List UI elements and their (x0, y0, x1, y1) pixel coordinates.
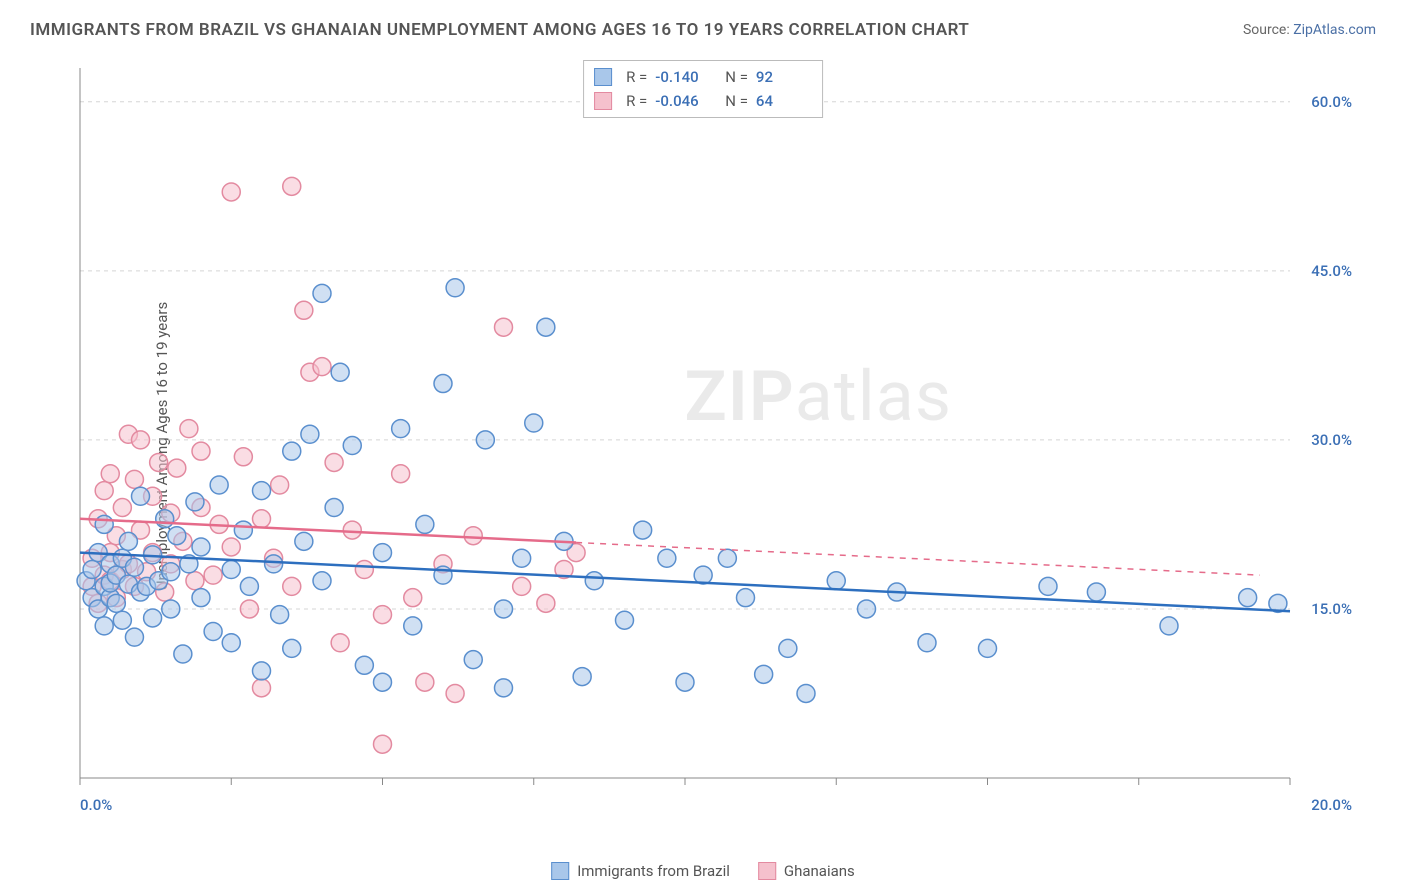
r-label: R = (626, 65, 647, 89)
source-link[interactable]: ZipAtlas.com (1293, 22, 1376, 38)
chart-title: IMMIGRANTS FROM BRAZIL VS GHANAIAN UNEMP… (30, 20, 969, 40)
scatter-svg: 15.0% 30.0% 45.0% 60.0% 0.0% 20.0% ZIPatlas (70, 58, 1360, 828)
r-value-ghana: -0.046 (655, 89, 711, 113)
series-legend: Immigrants from Brazil Ghanaians (551, 862, 855, 880)
r-label: R = (626, 89, 647, 113)
n-value-ghana: 64 (756, 89, 812, 113)
n-label: N = (725, 65, 748, 89)
swatch-ghana (758, 862, 776, 880)
chart-container: IMMIGRANTS FROM BRAZIL VS GHANAIAN UNEMP… (0, 0, 1406, 892)
legend-label-ghana: Ghanaians (784, 862, 855, 880)
svg-text:45.0%: 45.0% (1311, 262, 1352, 280)
svg-text:0.0%: 0.0% (80, 796, 112, 814)
legend-label-brazil: Immigrants from Brazil (577, 862, 730, 880)
source-attribution: Source: ZipAtlas.com (1243, 22, 1376, 38)
svg-text:15.0%: 15.0% (1311, 600, 1352, 618)
legend-item-brazil: Immigrants from Brazil (551, 862, 730, 880)
swatch-brazil (551, 862, 569, 880)
swatch-brazil (594, 68, 612, 86)
legend-item-ghana: Ghanaians (758, 862, 855, 880)
r-value-brazil: -0.140 (655, 65, 711, 89)
plot-area: 15.0% 30.0% 45.0% 60.0% 0.0% 20.0% ZIPatlas (70, 58, 1360, 828)
n-label: N = (725, 89, 748, 113)
svg-text:ZIPatlas: ZIPatlas (684, 356, 952, 438)
svg-text:20.0%: 20.0% (1311, 796, 1352, 814)
source-label: Source: (1243, 22, 1293, 38)
svg-text:30.0%: 30.0% (1311, 431, 1352, 449)
correlation-legend: R = -0.140 N = 92 R = -0.046 N = 64 (583, 60, 823, 118)
n-value-brazil: 92 (756, 65, 812, 89)
svg-text:60.0%: 60.0% (1311, 93, 1352, 111)
legend-row-brazil: R = -0.140 N = 92 (594, 65, 812, 89)
swatch-ghana (594, 92, 612, 110)
legend-row-ghana: R = -0.046 N = 64 (594, 89, 812, 113)
